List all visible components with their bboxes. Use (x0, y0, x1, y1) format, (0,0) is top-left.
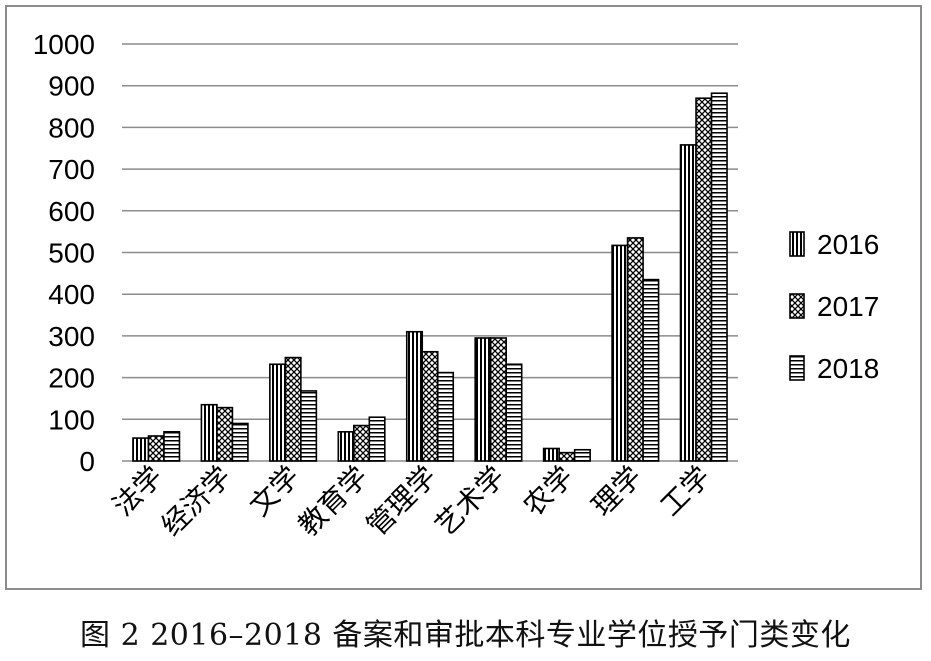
bar-2018-7 (642, 278, 660, 462)
bar-2017-3 (353, 424, 371, 462)
y-tick-label: 0 (79, 446, 95, 477)
bar-2016-3 (337, 431, 355, 462)
figure-caption: 图 2 2016–2018 备案和审批本科专业学位授予门类变化 (80, 618, 851, 653)
bar-2017-0 (147, 435, 165, 462)
bar-2016-6 (542, 447, 560, 462)
legend: 2016 2017 2018 (789, 229, 879, 384)
y-tick-label: 1000 (33, 29, 95, 60)
x-tick-label: 农学 (517, 460, 580, 523)
y-tick-label: 800 (48, 112, 95, 143)
y-tick-label: 500 (48, 238, 95, 269)
chart-frame (5, 5, 922, 590)
bar-2016-0 (132, 437, 150, 462)
x-tick-label: 经济学 (155, 460, 238, 543)
bar-2018-8 (710, 92, 728, 462)
x-tick-label: 管理学 (360, 460, 443, 543)
bar-2018-1 (231, 422, 249, 462)
bar-2017-7 (626, 237, 644, 462)
bar-2017-4 (421, 350, 439, 462)
legend-label-2018: 2018 (817, 353, 879, 384)
x-tick-label: 工学 (654, 460, 717, 523)
y-tick-label: 700 (48, 154, 95, 185)
bar-2016-1 (200, 403, 218, 462)
bar-2016-2 (269, 363, 287, 462)
bar-2017-2 (284, 356, 302, 462)
legend-swatch-2016 (789, 231, 805, 257)
y-axis-ticks: 0 100 200 300 400 500 600 700 800 900 1000 (33, 29, 95, 477)
bar-2018-6 (573, 448, 591, 462)
bar-2017-1 (216, 406, 234, 462)
y-tick-label: 400 (48, 279, 95, 310)
bar-2016-5 (474, 337, 492, 462)
legend-swatch-2018 (789, 355, 805, 381)
y-tick-label: 600 (48, 196, 95, 227)
y-tick-label: 100 (48, 404, 95, 435)
bar-2018-0 (163, 431, 181, 462)
y-tick-label: 200 (48, 363, 95, 394)
bar-2016-8 (679, 144, 697, 462)
bar-2017-6 (558, 451, 576, 462)
bar-2016-4 (405, 330, 424, 462)
legend-label-2016: 2016 (817, 229, 879, 260)
legend-label-2017: 2017 (817, 291, 879, 322)
x-tick-label: 教育学 (292, 460, 375, 543)
y-tick-label: 300 (48, 321, 95, 352)
bar-2017-8 (695, 97, 713, 462)
bars (132, 92, 728, 462)
bar-2018-5 (505, 363, 523, 462)
x-tick-label: 艺术学 (429, 460, 512, 543)
bar-2018-3 (368, 416, 386, 462)
bar-2018-2 (300, 390, 318, 462)
bar-2016-7 (611, 244, 629, 462)
bar-2018-4 (436, 371, 455, 462)
x-tick-label: 理学 (585, 460, 648, 523)
bar-2017-5 (489, 337, 507, 462)
legend-swatch-2017 (789, 293, 805, 319)
y-tick-label: 900 (48, 71, 95, 102)
